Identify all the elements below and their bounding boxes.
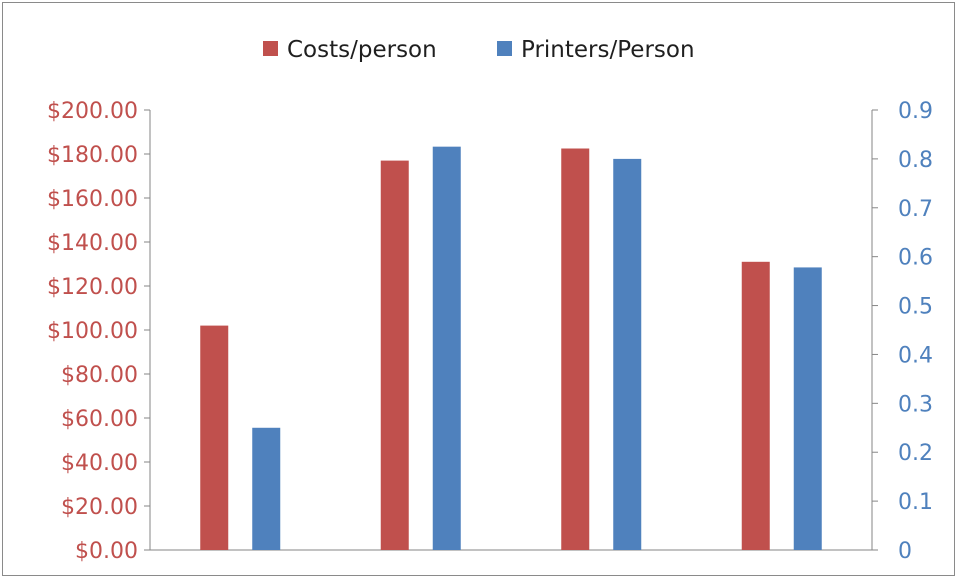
y-right-tick-label: 0.2 xyxy=(898,441,933,466)
y-left-tick-label: $100.00 xyxy=(47,319,138,344)
y-right-tick-label: 0.5 xyxy=(898,295,933,320)
bar-costs-per-person xyxy=(561,148,590,550)
y-left-tick-label: $60.00 xyxy=(61,407,138,432)
legend-label-costs: Costs/person xyxy=(287,37,437,63)
y-right-tick-label: 0.8 xyxy=(898,148,933,173)
legend-swatch-printers xyxy=(497,41,512,56)
y-right-tick-label: 0.9 xyxy=(898,99,933,124)
legend-swatch-costs xyxy=(263,41,278,56)
bar-costs-per-person xyxy=(380,160,409,550)
y-right-tick-label: 0.6 xyxy=(898,246,933,271)
bar-printers-per-person xyxy=(432,146,461,550)
y-right-tick-label: 0.3 xyxy=(898,392,933,417)
y-right-tick-label: 0.7 xyxy=(898,197,933,222)
bar-printers-per-person xyxy=(793,267,822,550)
bar-printers-per-person xyxy=(613,158,642,550)
y-left-tick-label: $200.00 xyxy=(47,99,138,124)
bar-printers-per-person xyxy=(252,427,281,550)
y-left-tick-label: $80.00 xyxy=(61,363,138,388)
bars xyxy=(200,146,822,550)
legend-label-printers: Printers/Person xyxy=(521,37,695,63)
legend: Costs/person Printers/Person xyxy=(263,37,695,63)
y-left-tick-label: $40.00 xyxy=(61,451,138,476)
y-right-tick-label: 0 xyxy=(898,539,912,564)
y-right-tick-label: 0.4 xyxy=(898,343,933,368)
y-left-tick-label: $140.00 xyxy=(47,231,138,256)
y-left-tick-label: $160.00 xyxy=(47,187,138,212)
y-left-tick-label: $120.00 xyxy=(47,275,138,300)
y-right-tick-label: 0.1 xyxy=(898,490,933,515)
y-left-tick-label: $0.00 xyxy=(75,539,138,564)
y-left-tick-label: $20.00 xyxy=(61,495,138,520)
bar-costs-per-person xyxy=(741,261,770,550)
y-left-tick-label: $180.00 xyxy=(47,143,138,168)
bar-costs-per-person xyxy=(200,325,229,550)
